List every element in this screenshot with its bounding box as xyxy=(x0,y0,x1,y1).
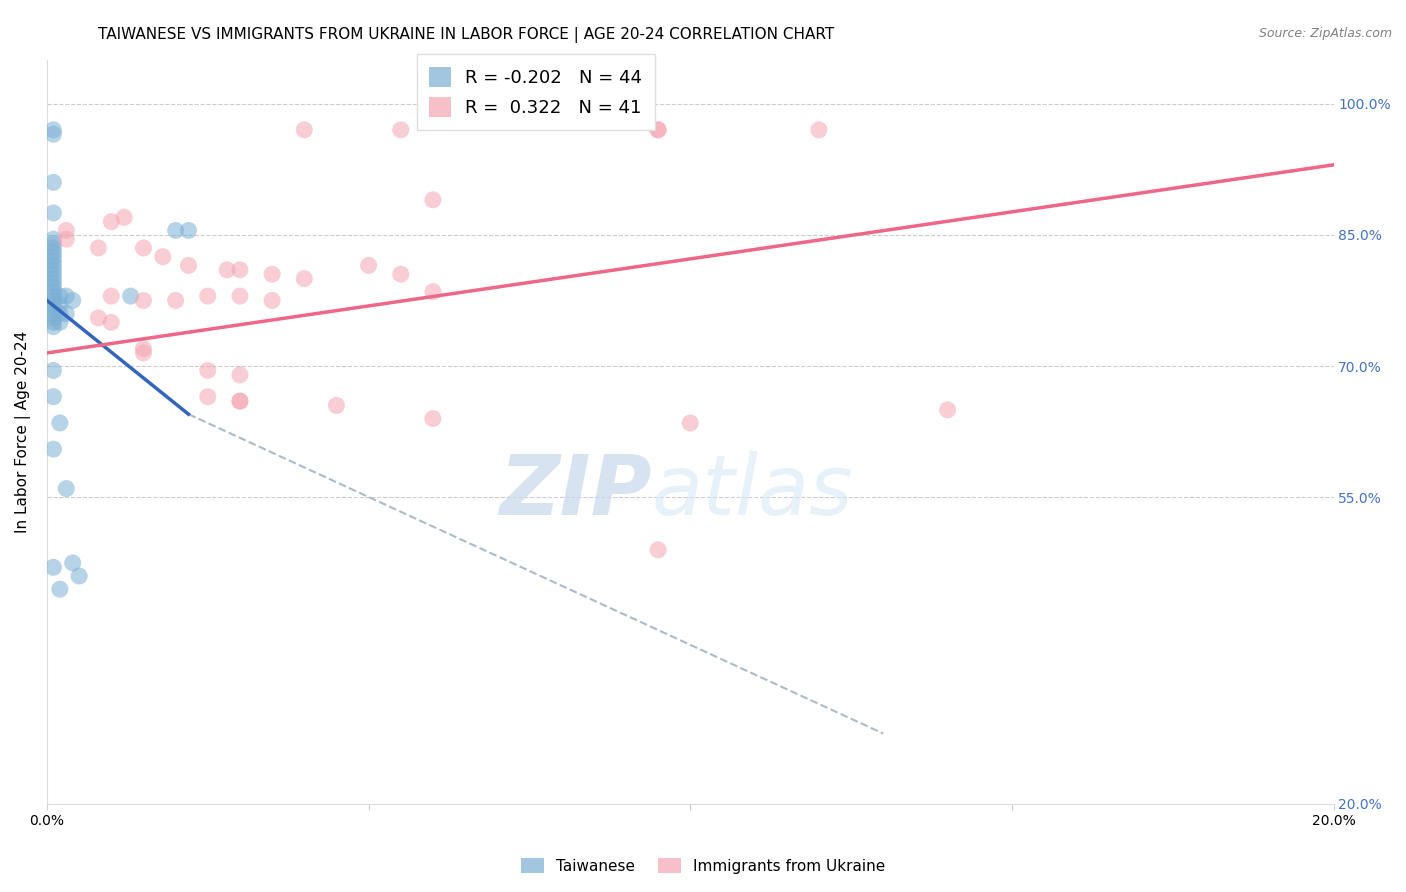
Point xyxy=(389,123,412,137)
Point xyxy=(132,293,155,308)
Point xyxy=(42,293,65,308)
Point xyxy=(87,241,110,255)
Point xyxy=(132,346,155,360)
Point xyxy=(42,250,65,264)
Point xyxy=(177,223,200,237)
Point xyxy=(422,411,444,425)
Point xyxy=(42,560,65,574)
Point xyxy=(42,315,65,329)
Point xyxy=(292,123,315,137)
Text: atlas: atlas xyxy=(651,450,853,532)
Point xyxy=(42,319,65,334)
Point xyxy=(49,289,72,303)
Point xyxy=(55,223,77,237)
Point xyxy=(49,582,72,597)
Point xyxy=(42,390,65,404)
Point xyxy=(422,285,444,299)
Point xyxy=(42,442,65,457)
Point xyxy=(42,127,65,141)
Point xyxy=(389,267,412,281)
Point xyxy=(42,285,65,299)
Legend: R = -0.202   N = 44, R =  0.322   N = 41: R = -0.202 N = 44, R = 0.322 N = 41 xyxy=(416,54,655,130)
Point xyxy=(42,267,65,281)
Point xyxy=(42,241,65,255)
Point xyxy=(807,123,830,137)
Point xyxy=(42,262,65,277)
Point xyxy=(647,123,669,137)
Point xyxy=(62,556,84,570)
Point xyxy=(197,363,219,377)
Point xyxy=(42,175,65,189)
Point xyxy=(132,241,155,255)
Point xyxy=(647,542,669,557)
Point xyxy=(100,289,122,303)
Point xyxy=(55,482,77,496)
Point xyxy=(42,363,65,377)
Point xyxy=(262,293,284,308)
Point xyxy=(42,206,65,220)
Point xyxy=(42,289,65,303)
Point xyxy=(42,254,65,268)
Point xyxy=(679,416,702,430)
Text: Source: ZipAtlas.com: Source: ZipAtlas.com xyxy=(1258,27,1392,40)
Point xyxy=(217,262,239,277)
Point xyxy=(177,259,200,273)
Point xyxy=(42,232,65,246)
Point xyxy=(49,315,72,329)
Legend: Taiwanese, Immigrants from Ukraine: Taiwanese, Immigrants from Ukraine xyxy=(515,852,891,880)
Y-axis label: In Labor Force | Age 20-24: In Labor Force | Age 20-24 xyxy=(15,331,31,533)
Point xyxy=(197,289,219,303)
Point xyxy=(42,259,65,273)
Point xyxy=(165,293,187,308)
Point xyxy=(647,123,669,137)
Point xyxy=(132,342,155,356)
Point xyxy=(325,399,347,413)
Point xyxy=(42,236,65,251)
Point xyxy=(42,298,65,312)
Point xyxy=(229,289,252,303)
Point xyxy=(49,416,72,430)
Point xyxy=(100,215,122,229)
Point xyxy=(87,310,110,325)
Point xyxy=(197,390,219,404)
Point xyxy=(100,315,122,329)
Point xyxy=(422,193,444,207)
Point xyxy=(936,402,959,417)
Point xyxy=(67,569,90,583)
Point xyxy=(165,223,187,237)
Point xyxy=(229,394,252,409)
Point xyxy=(229,262,252,277)
Point xyxy=(262,267,284,281)
Point xyxy=(49,307,72,321)
Point xyxy=(49,298,72,312)
Point xyxy=(42,307,65,321)
Point xyxy=(55,289,77,303)
Point xyxy=(229,368,252,382)
Point xyxy=(55,307,77,321)
Point xyxy=(292,271,315,285)
Point xyxy=(152,250,174,264)
Point xyxy=(42,302,65,317)
Text: ZIP: ZIP xyxy=(499,450,651,532)
Point xyxy=(42,245,65,260)
Point xyxy=(42,310,65,325)
Point xyxy=(55,232,77,246)
Point xyxy=(357,259,380,273)
Point xyxy=(42,271,65,285)
Point xyxy=(42,276,65,290)
Point xyxy=(62,293,84,308)
Point xyxy=(120,289,142,303)
Point xyxy=(229,394,252,409)
Point xyxy=(42,123,65,137)
Point xyxy=(112,211,135,225)
Point xyxy=(42,280,65,294)
Text: TAIWANESE VS IMMIGRANTS FROM UKRAINE IN LABOR FORCE | AGE 20-24 CORRELATION CHAR: TAIWANESE VS IMMIGRANTS FROM UKRAINE IN … xyxy=(98,27,835,43)
